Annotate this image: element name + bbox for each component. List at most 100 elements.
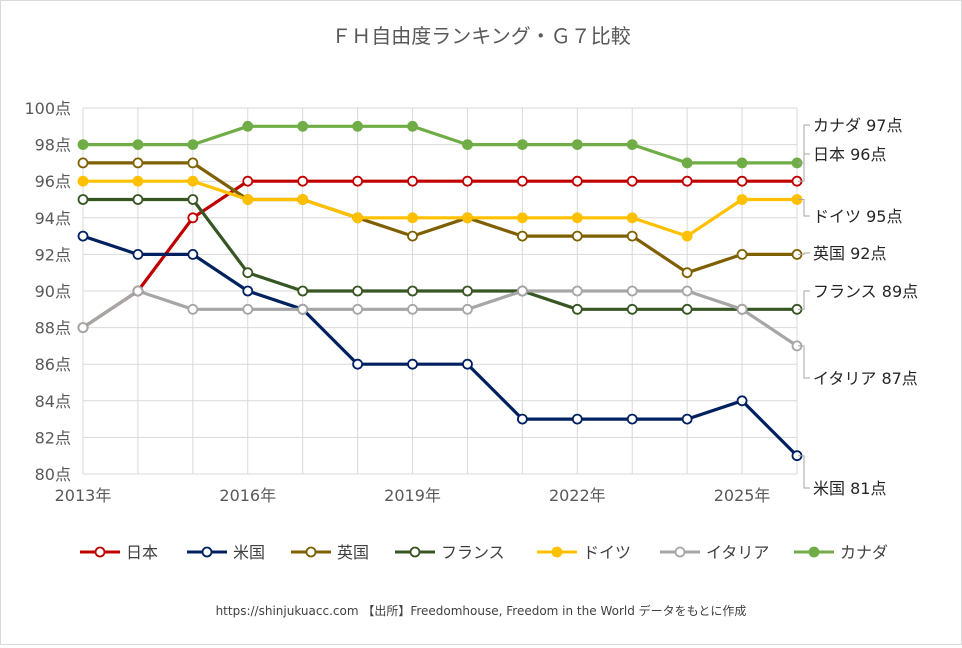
data-point	[242, 267, 254, 279]
legend-label: カナダ	[840, 543, 888, 562]
data-point	[462, 139, 473, 151]
series-line	[82, 234, 799, 457]
end-label: 米国 81点	[813, 479, 886, 498]
legend-label: 日本	[126, 543, 158, 562]
data-point	[462, 212, 473, 224]
data-point	[407, 120, 418, 132]
data-point	[187, 248, 199, 260]
data-point	[352, 358, 364, 370]
data-point	[407, 212, 418, 224]
data-point	[77, 194, 89, 205]
end-label-leader	[798, 153, 810, 182]
series-line	[83, 179, 797, 238]
data-point	[462, 175, 473, 187]
legend-label: イタリア	[706, 543, 769, 562]
x-tick-label: 2016年	[219, 486, 276, 505]
end-label-leader	[798, 252, 810, 255]
chart-title: ＦＨ自由度ランキング・Ｇ７比較	[331, 24, 630, 48]
y-tick-label: 80点	[35, 465, 71, 484]
y-tick-label: 98点	[35, 136, 71, 155]
data-point	[736, 194, 748, 205]
data-point	[681, 413, 693, 425]
end-label-leader	[798, 199, 810, 217]
source-note: https://shinjukuacc.com 【出所】Freedomhouse…	[216, 603, 747, 618]
data-point	[407, 285, 418, 297]
data-point	[242, 175, 254, 187]
legend: 日本 米国 英国 フランス ドイツ イタリア カナダ	[80, 543, 888, 562]
y-tick-label: 84点	[35, 392, 71, 411]
data-point	[571, 413, 583, 425]
y-tick-label: 82点	[35, 428, 71, 447]
end-label-leader	[798, 290, 810, 310]
series-line	[82, 289, 798, 348]
x-tick-label: 2013年	[55, 486, 112, 505]
data-point	[736, 248, 748, 260]
series-line	[83, 197, 797, 311]
y-tick-label: 86点	[35, 355, 71, 374]
data-point	[626, 175, 638, 187]
x-tick-label: 2025年	[714, 486, 771, 505]
data-point	[681, 267, 693, 279]
data-point	[462, 285, 473, 297]
data-point	[352, 212, 364, 224]
data-point	[297, 285, 309, 297]
legend-label: 英国	[337, 543, 369, 562]
data-point	[77, 157, 89, 169]
series-line	[83, 124, 797, 165]
data-point	[626, 230, 638, 242]
data-point	[571, 230, 583, 242]
x-axis-ticks: 2013年 2016年 2019年 2022年 2025年	[55, 486, 771, 505]
y-axis-ticks: 80点 82点 84点 86点 88点 90点 92点 94点 96点 98点 100点	[24, 99, 71, 484]
data-point	[516, 230, 528, 242]
data-point	[571, 212, 583, 224]
data-point	[352, 285, 364, 297]
data-point	[407, 230, 418, 242]
x-tick-label: 2019年	[384, 486, 441, 505]
data-point	[77, 139, 89, 151]
data-point	[516, 285, 528, 297]
data-point	[187, 157, 199, 169]
x-tick-label: 2022年	[549, 486, 606, 505]
data-point	[571, 303, 583, 315]
series-group	[77, 120, 803, 462]
data-point	[132, 139, 144, 151]
data-point	[77, 322, 89, 334]
data-point	[297, 194, 309, 205]
data-point	[352, 120, 364, 132]
legend-label: フランス	[441, 543, 505, 562]
legend-marker	[409, 546, 421, 558]
data-point	[516, 175, 528, 187]
legend-marker	[94, 546, 106, 558]
data-point	[462, 358, 473, 370]
data-point	[187, 303, 199, 315]
end-label-leader	[798, 124, 810, 164]
y-tick-label: 88点	[35, 319, 71, 338]
data-point	[132, 175, 144, 187]
end-label-leader	[798, 345, 810, 379]
legend-label: ドイツ	[583, 543, 631, 562]
data-point	[681, 175, 693, 187]
data-point	[736, 157, 748, 169]
data-point	[681, 157, 693, 169]
data-point	[571, 139, 583, 151]
data-point	[736, 175, 748, 187]
end-label: ドイツ 95点	[813, 207, 902, 226]
data-point	[407, 358, 418, 370]
data-point	[187, 139, 199, 151]
data-point	[736, 303, 748, 315]
data-point	[516, 212, 528, 224]
end-label: 英国 92点	[813, 244, 886, 263]
end-label-leader	[798, 455, 810, 489]
data-point	[242, 120, 254, 132]
data-point	[352, 175, 364, 187]
data-point	[297, 303, 309, 315]
data-point	[352, 303, 364, 315]
data-point	[77, 230, 89, 242]
data-point	[132, 194, 144, 205]
end-label: イタリア 87点	[813, 369, 918, 388]
data-point	[132, 285, 144, 297]
y-tick-label: 92点	[35, 245, 71, 264]
